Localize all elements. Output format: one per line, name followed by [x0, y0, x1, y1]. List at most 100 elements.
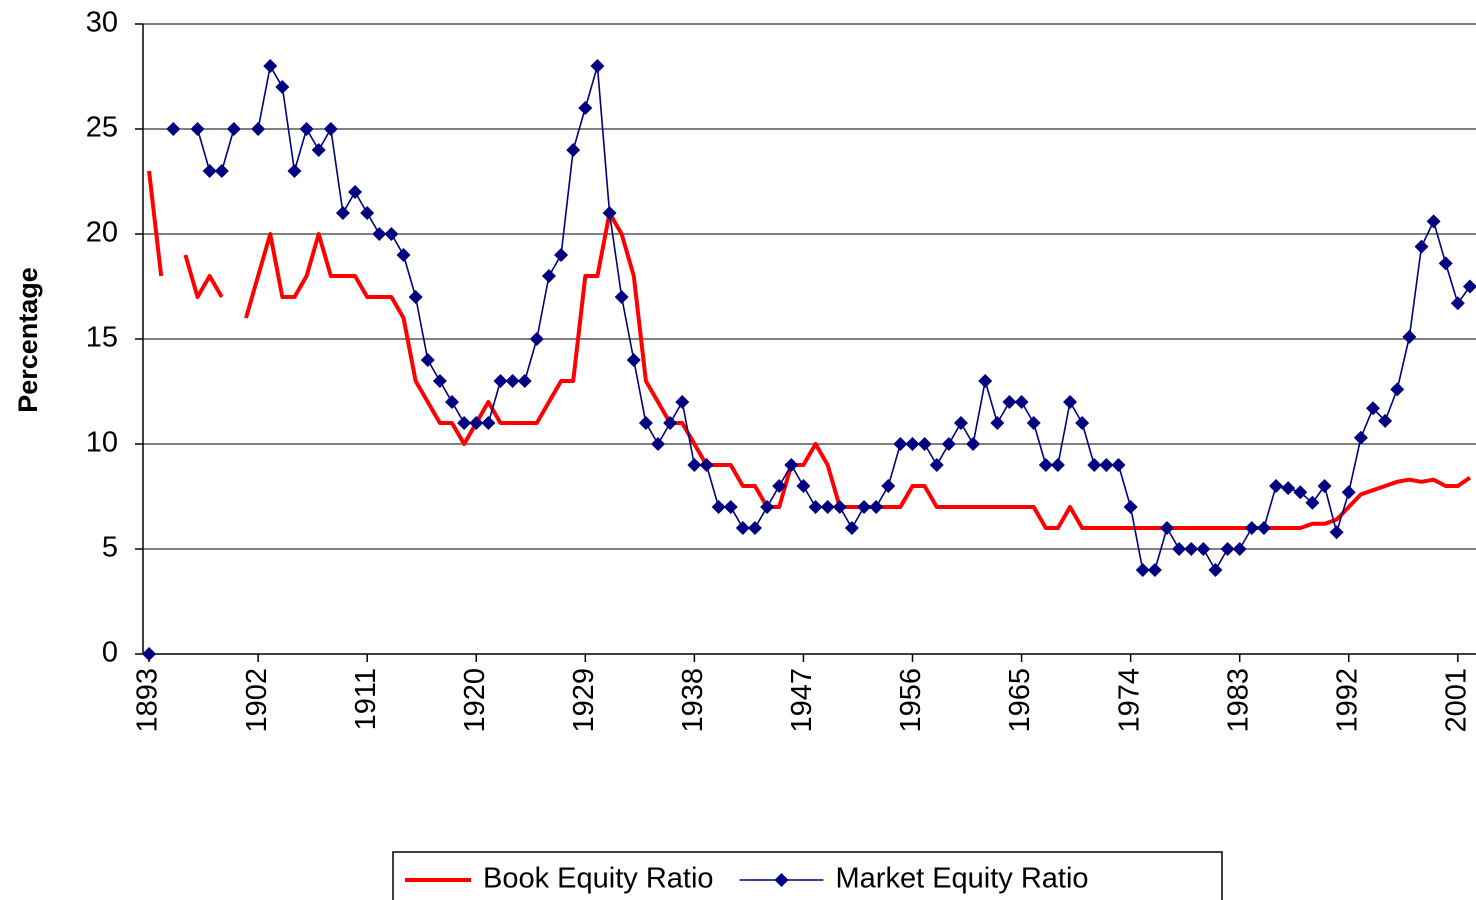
- x-tick-label: 1893: [132, 668, 164, 733]
- y-tick-label: 0: [102, 637, 118, 669]
- data-point: [1426, 214, 1441, 229]
- data-point: [1378, 413, 1393, 428]
- data-point: [1014, 395, 1029, 409]
- data-point: [760, 500, 775, 514]
- data-point: [675, 395, 690, 409]
- data-point: [1172, 542, 1187, 556]
- data-point: [663, 416, 678, 430]
- data-point: [1075, 416, 1090, 430]
- data-point: [1123, 500, 1138, 514]
- data-point: [1281, 481, 1296, 496]
- x-tick-label: 1938: [677, 668, 709, 733]
- data-point: [844, 521, 859, 535]
- data-point: [1329, 525, 1344, 540]
- data-point: [784, 458, 799, 472]
- series-line: [147, 170, 1472, 530]
- data-point: [1208, 563, 1223, 577]
- data-point: [445, 395, 460, 409]
- x-tick-label: 1929: [568, 668, 600, 733]
- data-point: [578, 101, 593, 115]
- data-point: [1305, 495, 1320, 510]
- y-tick-label: 25: [86, 112, 118, 144]
- data-point: [893, 437, 908, 451]
- y-tick-label: 15: [86, 322, 118, 354]
- x-tick-label: 1992: [1331, 668, 1363, 733]
- data-point: [541, 269, 556, 283]
- legend-label: Market Equity Ratio: [836, 863, 1089, 895]
- data-point: [796, 479, 811, 493]
- data-point: [348, 185, 363, 199]
- data-point: [214, 164, 229, 178]
- data-point: [1159, 521, 1174, 535]
- x-tick-label: 1956: [895, 668, 927, 733]
- data-point: [566, 143, 581, 157]
- data-point: [966, 437, 981, 451]
- data-point: [1184, 542, 1199, 556]
- data-point: [832, 500, 847, 514]
- data-point: [226, 122, 241, 136]
- data-point: [1063, 395, 1078, 409]
- data-point: [408, 290, 423, 304]
- x-tick-label: 1947: [786, 668, 818, 733]
- data-point: [735, 521, 750, 535]
- data-point: [360, 206, 375, 220]
- data-point: [929, 458, 944, 472]
- data-point: [869, 500, 884, 514]
- data-point: [372, 227, 387, 241]
- data-point: [1038, 458, 1053, 472]
- data-point: [275, 80, 290, 94]
- data-point: [820, 500, 835, 514]
- data-point: [978, 374, 993, 388]
- data-point: [190, 122, 205, 136]
- data-point: [1390, 382, 1405, 397]
- data-point: [1087, 458, 1102, 472]
- data-point: [1438, 256, 1453, 271]
- data-point: [396, 248, 411, 262]
- data-point: [1450, 296, 1465, 311]
- data-point: [772, 479, 787, 493]
- data-point: [1462, 279, 1476, 294]
- data-point: [1147, 563, 1162, 577]
- data-point: [881, 479, 896, 493]
- data-point: [287, 164, 302, 178]
- data-point: [1256, 521, 1271, 535]
- data-point: [1220, 542, 1235, 556]
- x-tick-label: 1965: [1004, 668, 1036, 733]
- data-point: [1317, 479, 1332, 493]
- legend-marker: [774, 873, 789, 887]
- data-point: [687, 458, 702, 472]
- data-point: [1269, 479, 1284, 493]
- data-point: [481, 416, 496, 430]
- data-point: [626, 353, 641, 367]
- x-tick-label: 1983: [1222, 668, 1254, 733]
- data-point: [505, 374, 520, 388]
- data-point: [711, 500, 726, 514]
- data-point: [1099, 458, 1114, 472]
- data-point: [1002, 395, 1017, 409]
- data-point: [602, 206, 617, 220]
- data-point: [917, 437, 932, 451]
- data-point: [469, 416, 484, 430]
- data-point: [905, 437, 920, 451]
- data-point: [420, 353, 435, 367]
- y-axis-title: Percentage: [13, 267, 43, 413]
- data-point: [432, 374, 447, 388]
- y-tick-label: 20: [86, 217, 118, 249]
- data-point: [1232, 542, 1247, 556]
- data-point: [517, 374, 532, 388]
- data-point: [1026, 416, 1041, 430]
- y-tick-label: 5: [102, 532, 118, 564]
- x-tick-label: 1911: [350, 668, 382, 730]
- x-tick-label: 1920: [459, 668, 491, 733]
- data-point: [651, 437, 666, 451]
- data-point: [311, 143, 326, 157]
- data-point: [1341, 485, 1356, 500]
- legend-box: [392, 851, 1223, 900]
- data-point: [251, 122, 266, 136]
- data-point: [1050, 458, 1065, 472]
- data-point: [335, 206, 350, 220]
- data-point: [1293, 485, 1308, 500]
- data-point: [554, 248, 569, 262]
- data-point: [1402, 329, 1417, 344]
